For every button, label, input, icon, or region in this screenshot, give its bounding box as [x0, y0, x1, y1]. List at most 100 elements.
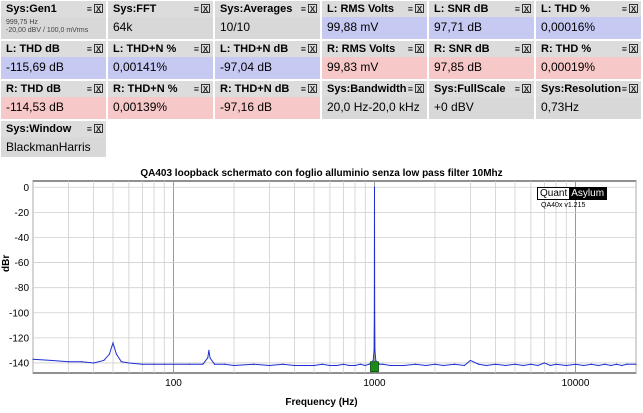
tile-title: L: SNR dB	[434, 3, 489, 15]
tile-header: Sys:FullScale ≡ X	[429, 81, 534, 97]
tile-sys-gen1[interactable]: Sys:Gen1 ≡ X 999,75 Hz -20,00 dBV / 100,0 mV…	[1, 1, 106, 39]
menu-icon[interactable]: ≡	[300, 44, 307, 54]
close-icon[interactable]: X	[415, 44, 424, 54]
data-point	[103, 359, 105, 362]
tile-r-snr-db[interactable]: R: SNR dB ≡ X 97,85 dB	[429, 41, 534, 79]
menu-icon[interactable]: ≡	[193, 4, 200, 14]
close-icon[interactable]: X	[94, 124, 103, 134]
tile-value: 64k	[113, 20, 133, 34]
menu-icon[interactable]: ≡	[514, 44, 521, 54]
close-icon[interactable]: X	[201, 84, 210, 94]
menu-icon[interactable]: ≡	[86, 44, 93, 54]
data-point	[626, 363, 628, 365]
tile-value: -114,53 dB	[6, 100, 64, 114]
close-icon[interactable]: X	[201, 4, 210, 14]
close-icon[interactable]: X	[629, 84, 638, 94]
data-point	[32, 358, 34, 360]
close-icon[interactable]: X	[94, 44, 103, 54]
tile-sys-fft[interactable]: Sys:FFT ≡ X 64k	[108, 1, 213, 39]
tile-l-thd-n[interactable]: L: THD+N % ≡ X 0,00141%	[108, 41, 213, 79]
tile-l-thd[interactable]: L: THD % ≡ X 0,00016%	[536, 1, 641, 39]
tile-controls: ≡ X	[301, 4, 317, 14]
tile-title: R: SNR dB	[434, 43, 490, 55]
data-point	[342, 363, 344, 365]
menu-icon[interactable]: ≡	[193, 84, 200, 94]
tile-l-rms-volts[interactable]: L: RMS Volts ≡ X 99,88 mV	[322, 1, 427, 39]
tile-r-thd-n-db[interactable]: R: THD+N dB ≡ X -97,16 dB	[215, 81, 320, 119]
menu-icon[interactable]: ≡	[86, 124, 93, 134]
tile-l-thd-db[interactable]: L: THD dB ≡ X -115,69 dB	[1, 41, 106, 79]
close-icon[interactable]: X	[201, 44, 210, 54]
close-icon[interactable]: X	[522, 84, 531, 94]
menu-icon[interactable]: ≡	[514, 4, 521, 14]
tile-value: -97,16 dB	[220, 100, 273, 114]
tile-r-thd-n[interactable]: R: THD+N % ≡ X 0,00139%	[108, 81, 213, 119]
tile-title: L: THD+N dB	[220, 43, 289, 55]
tile-sys-averages[interactable]: Sys:Averages ≡ X 10/10	[215, 1, 320, 39]
quantasylum-logo: Quant Asylum	[537, 187, 608, 200]
data-point	[425, 364, 427, 367]
data-point	[453, 363, 456, 365]
menu-icon[interactable]: ≡	[621, 4, 628, 14]
menu-icon[interactable]: ≡	[514, 84, 521, 94]
menu-icon[interactable]: ≡	[300, 4, 307, 14]
close-icon[interactable]: X	[94, 84, 103, 94]
tile-r-thd[interactable]: R: THD % ≡ X 0,00019%	[536, 41, 641, 79]
menu-icon[interactable]: ≡	[621, 44, 628, 54]
software-version: QA40x v1.215	[541, 202, 586, 209]
data-point	[549, 364, 551, 367]
menu-icon[interactable]: ≡	[86, 84, 93, 94]
y-tick-label: 0	[23, 183, 29, 194]
x-tick-label: 1000	[363, 378, 386, 389]
tile-value: 99,83 mV	[327, 60, 379, 74]
y-tick-label: -120	[9, 333, 29, 344]
tile-header: L: SNR dB ≡ X	[429, 1, 534, 17]
close-icon[interactable]: X	[415, 4, 424, 14]
tile-sys-window[interactable]: Sys:Window ≡ X BlackmanHarris	[1, 121, 106, 157]
close-icon[interactable]: X	[522, 44, 531, 54]
menu-icon[interactable]: ≡	[86, 4, 93, 14]
y-tick-label: -40	[15, 233, 30, 244]
data-point	[372, 359, 374, 362]
close-icon[interactable]: X	[308, 44, 317, 54]
close-icon[interactable]: X	[94, 4, 103, 14]
menu-icon[interactable]: ≡	[193, 44, 200, 54]
y-axis-label: dBr	[1, 254, 12, 272]
tile-controls: ≡ X	[622, 4, 638, 14]
data-point	[374, 349, 376, 352]
close-icon[interactable]: X	[522, 4, 531, 14]
tile-controls: ≡ X	[301, 44, 317, 54]
menu-icon[interactable]: ≡	[300, 84, 307, 94]
close-icon[interactable]: X	[308, 84, 317, 94]
tile-sys-resolution[interactable]: Sys:Resolution ≡ X 0,73Hz	[536, 81, 641, 119]
tile-l-snr-db[interactable]: L: SNR dB ≡ X 97,71 dB	[429, 1, 534, 39]
data-point	[414, 363, 417, 365]
tile-controls: ≡ X	[87, 84, 103, 94]
tile-value: 0,00139%	[113, 100, 168, 114]
menu-icon[interactable]: ≡	[621, 84, 628, 94]
menu-icon[interactable]: ≡	[407, 84, 414, 94]
close-icon[interactable]: X	[629, 4, 638, 14]
data-point	[615, 363, 618, 365]
menu-icon[interactable]: ≡	[407, 4, 414, 14]
close-icon[interactable]: X	[415, 84, 424, 94]
tile-sys-bandwidth[interactable]: Sys:Bandwidth ≡ X 20,0 Hz-20,0 kHz	[322, 81, 427, 119]
tile-value: 10/10	[220, 20, 251, 34]
tile-r-thd-db[interactable]: R: THD dB ≡ X -114,53 dB	[1, 81, 106, 119]
tile-header: L: RMS Volts ≡ X	[322, 1, 427, 17]
close-icon[interactable]: X	[308, 4, 317, 14]
tile-title: Sys:FullScale	[434, 83, 506, 95]
close-icon[interactable]: X	[629, 44, 638, 54]
data-point	[537, 364, 539, 367]
data-point	[530, 363, 532, 365]
tile-sys-fullscale[interactable]: Sys:FullScale ≡ X +0 dBV	[429, 81, 534, 119]
data-point	[209, 357, 211, 359]
data-point	[92, 362, 95, 364]
tile-l-thd-n-db[interactable]: L: THD+N dB ≡ X -97,04 dB	[215, 41, 320, 79]
tile-value: 0,00019%	[541, 60, 596, 74]
spectrum-chart[interactable]: 0 -20 -40 -60 -80 -100 -120 -140 100 1000 10000	[0, 165, 643, 413]
menu-icon[interactable]: ≡	[407, 44, 414, 54]
tile-value: 20,0 Hz-20,0 kHz	[327, 100, 420, 114]
tile-value: 0,73Hz	[541, 100, 580, 114]
tile-r-rms-volts[interactable]: R: RMS Volts ≡ X 99,83 mV	[322, 41, 427, 79]
